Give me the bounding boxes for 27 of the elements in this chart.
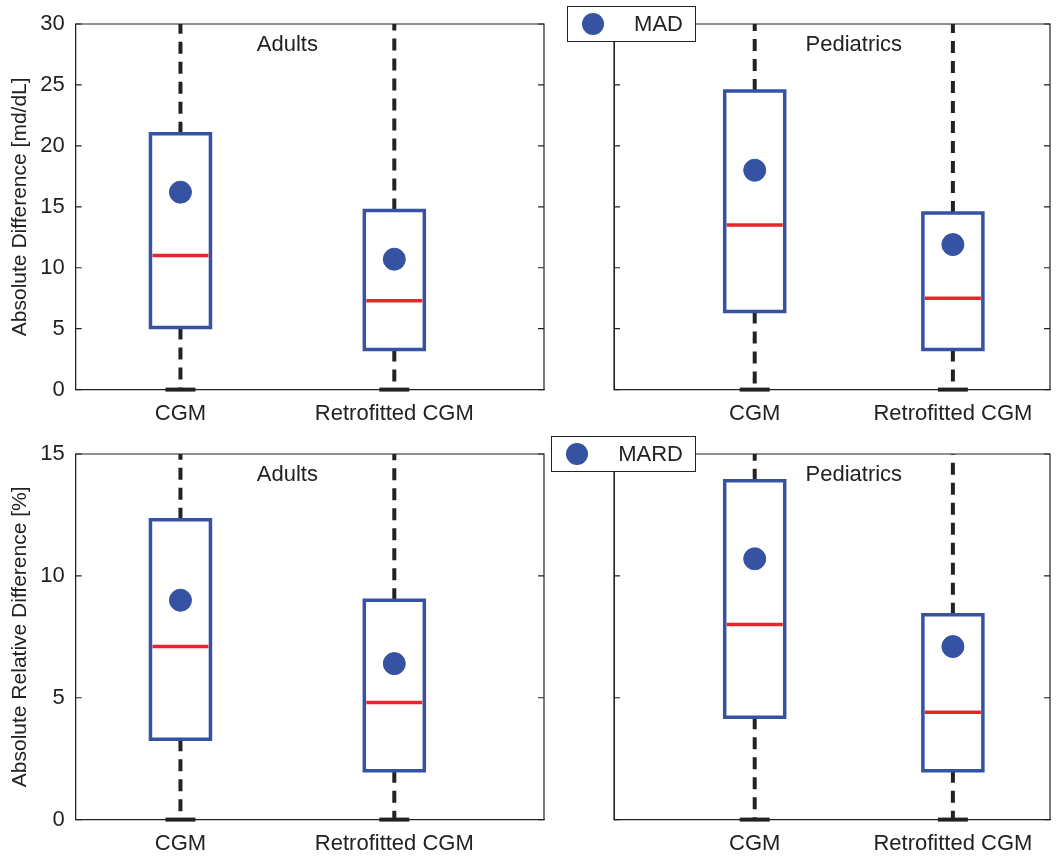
x-tick-label: CGM [729, 829, 781, 855]
y-axis-title: Absolute Relative Difference [%] [7, 486, 31, 788]
x-tick-label: Retrofitted CGM [873, 829, 1033, 855]
x-tick-label: CGM [154, 399, 207, 425]
legend-label: MAD [634, 11, 683, 37]
y-tick-label: 30 [40, 10, 65, 36]
y-tick-label: 10 [40, 561, 65, 587]
x-tick-label: CGM [729, 399, 781, 425]
annotation: Pediatrics [805, 31, 903, 57]
x-tick-label: CGM [154, 829, 207, 855]
y-tick-label: 20 [40, 131, 65, 157]
y-tick-label: 5 [52, 314, 65, 340]
annotation: Adults [256, 31, 318, 57]
annotation: Adults [256, 461, 318, 487]
y-tick-label: 0 [52, 805, 65, 831]
x-tick-label: Retrofitted CGM [314, 399, 474, 425]
annotation: Pediatrics [805, 461, 903, 487]
y-tick-label: 10 [40, 253, 65, 279]
y-tick-label: 5 [52, 683, 65, 709]
y-axis-title: Absolute Difference [md/dL] [7, 77, 31, 337]
x-tick-label: Retrofitted CGM [873, 399, 1033, 425]
x-tick-label: Retrofitted CGM [314, 829, 474, 855]
y-tick-label: 15 [40, 192, 65, 218]
legend-label: MARD [618, 441, 683, 467]
y-tick-label: 0 [52, 375, 65, 401]
y-tick-label: 25 [40, 71, 65, 96]
y-tick-label: 15 [40, 440, 65, 466]
